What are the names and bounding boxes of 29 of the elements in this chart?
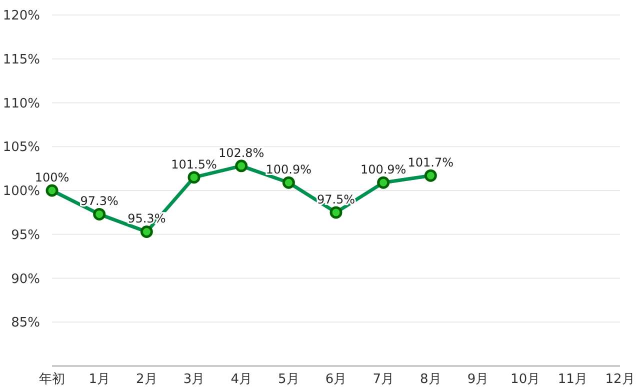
data-label: 100.9%	[360, 162, 406, 177]
x-tick-label: 2月	[136, 372, 158, 387]
y-tick-label: 100%	[2, 184, 40, 200]
x-tick-label: 7月	[372, 372, 394, 387]
x-tick-label: 3月	[183, 372, 205, 387]
data-label: 97.3%	[80, 194, 118, 208]
data-label: 100%	[34, 170, 70, 184]
x-tick-label: 年初	[39, 372, 65, 387]
x-tick-label: 8月	[420, 372, 442, 387]
x-tick-label: 11月	[558, 372, 588, 387]
y-tick-label: 120%	[2, 8, 40, 24]
x-tick-label: 10月	[510, 372, 540, 387]
y-tick-label: 95%	[11, 228, 40, 243]
data-label: 101.5%	[171, 157, 217, 172]
x-tick-label: 6月	[325, 372, 347, 387]
y-tick-label: 105%	[2, 140, 40, 156]
y-tick-label: 90%	[11, 272, 40, 287]
y-tick-label: 85%	[11, 316, 40, 331]
data-label: 97.5%	[316, 192, 356, 206]
x-tick-label: 4月	[230, 372, 252, 387]
x-tick-label: 9月	[467, 372, 489, 387]
data-label: 102.8%	[218, 146, 264, 160]
data-label: 101.7%	[408, 156, 454, 170]
y-tick-label: 115%	[2, 52, 40, 68]
x-tick-label: 5月	[278, 372, 300, 387]
data-label: 100.9%	[266, 162, 312, 177]
x-tick-label: 1月	[88, 372, 110, 387]
x-tick-label: 12月	[605, 372, 635, 387]
y-tick-label: 110%	[2, 96, 40, 112]
